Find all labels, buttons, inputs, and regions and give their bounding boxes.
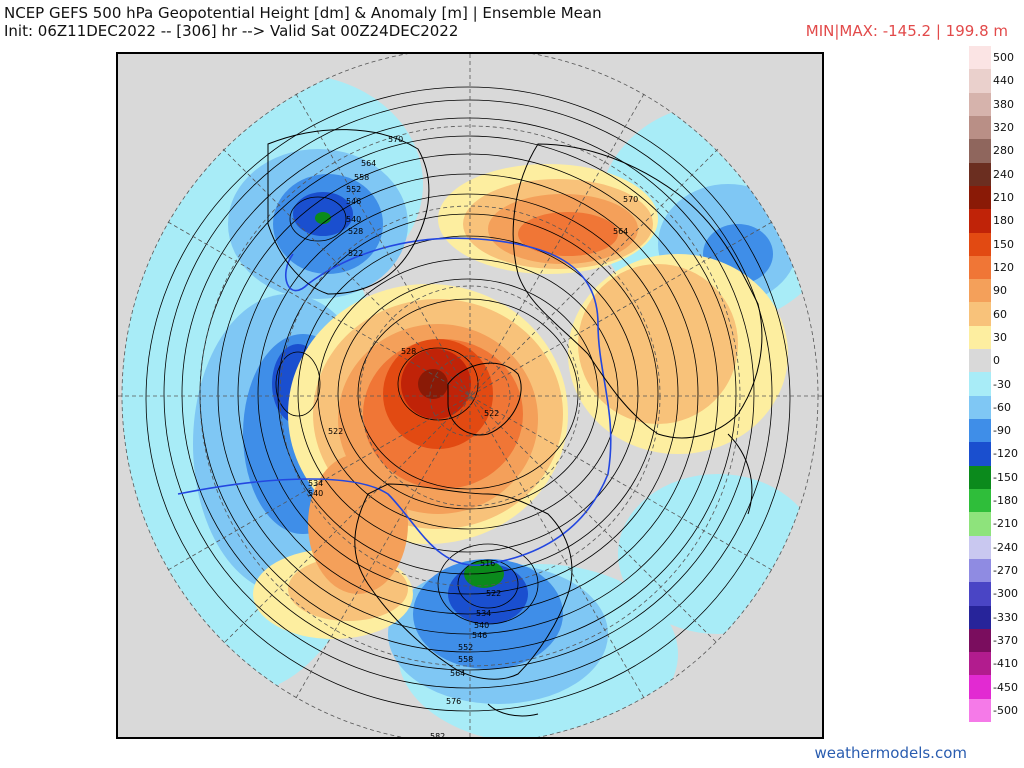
contour-label: 522 bbox=[348, 249, 363, 258]
colorbar-swatch bbox=[969, 46, 991, 70]
colorbar-swatch bbox=[969, 185, 991, 210]
contour-label: 522 bbox=[328, 427, 343, 436]
contour-label: 564 bbox=[450, 669, 465, 678]
contour-label: 546 bbox=[346, 197, 361, 206]
contour-label: 534 bbox=[476, 609, 491, 618]
colorbar-swatch bbox=[969, 69, 991, 93]
colorbar-label: -300 bbox=[993, 587, 1018, 601]
contour-label: 540 bbox=[474, 621, 489, 630]
polar-map: 570 570 564 564 558 552 546 540 528 522 … bbox=[118, 54, 822, 737]
colorbar-label: 180 bbox=[993, 214, 1014, 228]
chart-subtitle: Init: 06Z11DEC2022 -- [306] hr --> Valid… bbox=[4, 22, 459, 40]
contour-label: 516 bbox=[480, 559, 495, 568]
colorbar-swatch bbox=[969, 162, 991, 186]
colorbar-label: -180 bbox=[993, 494, 1018, 508]
colorbar-label: -270 bbox=[993, 564, 1018, 578]
colorbar-label: -370 bbox=[993, 633, 1018, 647]
contour-label: 558 bbox=[354, 173, 369, 182]
colorbar-label: -330 bbox=[993, 610, 1018, 624]
colorbar-swatch bbox=[969, 582, 991, 606]
colorbar-label: 500 bbox=[993, 51, 1014, 65]
colorbar-label: 240 bbox=[993, 167, 1014, 181]
colorbar-label: 150 bbox=[993, 237, 1014, 251]
contour-label: 570 bbox=[623, 195, 638, 204]
contour-label: 582 bbox=[430, 732, 445, 737]
colorbar-label: -30 bbox=[993, 377, 1011, 391]
contour-label: 540 bbox=[308, 489, 323, 498]
colorbar-swatch bbox=[969, 488, 991, 513]
colorbar-swatch bbox=[969, 535, 991, 559]
chart-title: NCEP GEFS 500 hPa Geopotential Height [d… bbox=[4, 4, 602, 22]
colorbar-swatch bbox=[969, 419, 991, 443]
contour-label: 528 bbox=[401, 347, 416, 356]
contour-label: 540 bbox=[346, 215, 361, 224]
colorbar-swatch bbox=[969, 232, 991, 256]
colorbar-swatch bbox=[969, 605, 991, 629]
contour-label: 564 bbox=[361, 159, 376, 168]
colorbar-label: 320 bbox=[993, 121, 1014, 135]
min-max-readout: MIN|MAX: -145.2 | 199.8 m bbox=[805, 22, 1008, 40]
colorbar-label: -410 bbox=[993, 657, 1018, 671]
contour-label: 522 bbox=[486, 589, 501, 598]
contour-label: 552 bbox=[458, 643, 473, 652]
anomaly-colorbar bbox=[969, 46, 991, 723]
contour-label: 576 bbox=[446, 697, 461, 706]
colorbar-swatch bbox=[969, 372, 991, 396]
colorbar-label: 90 bbox=[993, 284, 1007, 298]
colorbar-label: 280 bbox=[993, 144, 1014, 158]
contour-label: 546 bbox=[472, 631, 487, 640]
colorbar-label: 60 bbox=[993, 307, 1007, 321]
contour-labels: 570 570 564 564 558 552 546 540 528 522 … bbox=[308, 135, 638, 737]
colorbar-swatch bbox=[969, 465, 991, 489]
colorbar-label: 30 bbox=[993, 330, 1007, 344]
contour-label: 522 bbox=[484, 409, 499, 418]
colorbar-swatch bbox=[969, 652, 991, 676]
colorbar-swatch bbox=[969, 209, 991, 233]
colorbar-swatch bbox=[969, 139, 991, 163]
colorbar-label: -150 bbox=[993, 470, 1018, 484]
coastlines bbox=[267, 129, 763, 717]
colorbar-swatch bbox=[969, 302, 991, 326]
colorbar-swatch bbox=[969, 279, 991, 303]
colorbar-label: 210 bbox=[993, 191, 1014, 205]
contour-label: 558 bbox=[458, 655, 473, 664]
colorbar-label: 120 bbox=[993, 260, 1014, 274]
colorbar-label: -500 bbox=[993, 703, 1018, 717]
colorbar-label: -210 bbox=[993, 517, 1018, 531]
contour-label: 534 bbox=[308, 479, 323, 488]
colorbar-swatch bbox=[969, 255, 991, 280]
colorbar-label: 0 bbox=[993, 354, 1000, 368]
colorbar-labels: 500 440 380 320 280 240 210 180 150 120 90 60 30 0 -30… bbox=[993, 46, 1024, 722]
colorbar-label: -450 bbox=[993, 680, 1018, 694]
contour-540-line bbox=[177, 237, 612, 567]
colorbar-swatch bbox=[969, 512, 991, 536]
colorbar-label: -240 bbox=[993, 540, 1018, 554]
colorbar-swatch bbox=[969, 349, 991, 373]
site-credit[interactable]: weathermodels.com bbox=[814, 744, 967, 762]
colorbar-swatch bbox=[969, 675, 991, 699]
colorbar-label: -60 bbox=[993, 400, 1011, 414]
contour-label: 552 bbox=[346, 185, 361, 194]
colorbar-swatch bbox=[969, 442, 991, 466]
colorbar-swatch bbox=[969, 325, 991, 350]
contour-label: 570 bbox=[388, 135, 403, 144]
colorbar-label: 440 bbox=[993, 74, 1014, 88]
colorbar-label: -90 bbox=[993, 424, 1011, 438]
graticule bbox=[118, 54, 822, 737]
colorbar-label: 380 bbox=[993, 97, 1014, 111]
contour-label: 528 bbox=[348, 227, 363, 236]
colorbar-swatch bbox=[969, 92, 991, 116]
map-panel: 570 570 564 564 558 552 546 540 528 522 … bbox=[116, 52, 824, 739]
contour-label: 564 bbox=[613, 227, 628, 236]
colorbar-swatch bbox=[969, 115, 991, 140]
colorbar-label: -120 bbox=[993, 447, 1018, 461]
colorbar-swatch bbox=[969, 395, 991, 419]
colorbar-swatch bbox=[969, 698, 991, 723]
colorbar-swatch bbox=[969, 558, 991, 583]
colorbar-swatch bbox=[969, 628, 991, 653]
